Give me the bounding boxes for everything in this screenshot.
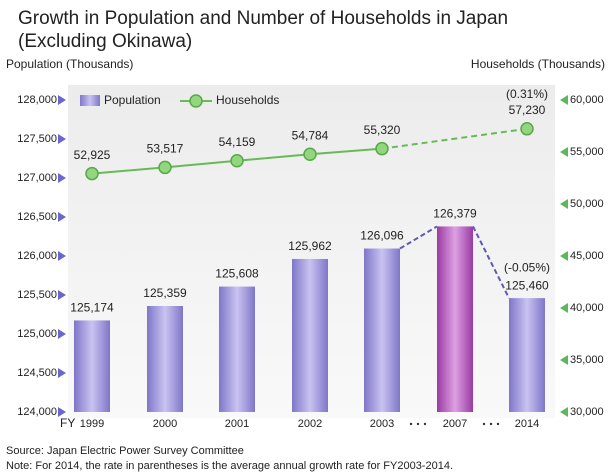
y-tick-label: 125,000 [17,328,57,340]
y-tick-label: 126,500 [17,211,57,223]
y2-tick [560,355,568,365]
line-gap-connector [381,127,528,150]
x-tick-label: 2007 [443,418,467,430]
y-tick [58,290,66,300]
y-tick-label: 128,000 [17,94,57,106]
bar [437,226,473,412]
bar [292,258,328,412]
x-tick-label: 1999 [80,418,104,430]
bar-value-label: 126,379 [433,207,477,221]
chart-subtitle: (Excluding Okinawa) [18,31,192,52]
y2-tick [560,407,568,417]
y2-tick-label: 60,000 [570,94,604,106]
y2-tick-label: 55,000 [570,146,604,158]
y-tick [58,329,66,339]
x-tick-label: 2014 [515,418,539,430]
y-tick-label: 127,500 [17,133,57,145]
y2-tick [560,95,568,105]
y-tick [58,368,66,378]
bar [74,320,110,412]
bar [219,286,255,412]
y-tick [58,95,66,105]
y-tick [58,134,66,144]
line-value-label: 52,925 [74,148,111,162]
y2-tick [560,251,568,261]
line-marker [303,147,317,161]
line-marker [375,141,389,156]
source: Source: Japan Electric Power Survey Comm… [6,445,244,457]
bar-connector [399,225,438,250]
line-marker [520,122,534,136]
line-value-label: 55,320 [364,123,401,137]
bar [364,248,400,412]
bar-value-label: 125,359 [143,286,187,300]
line-value-label: 57,230 [509,103,546,117]
bar [509,298,545,412]
x-tick-label: 2002 [298,418,322,430]
ellipsis [409,422,500,426]
bar-value-label: 125,460 [505,278,549,292]
y2-tick-label: 50,000 [570,198,604,210]
y2-axis-label: Households (Thousands) [471,57,605,71]
x-axis-label: FY [60,416,75,430]
y2-tick [560,147,568,157]
y2-tick-label: 40,000 [570,302,604,314]
chart-title: Growth in Population and Number of House… [18,8,508,29]
y2-tick-label: 35,000 [570,354,604,366]
bar-value-label: 125,608 [215,267,259,281]
x-tick-label: 2001 [225,418,249,430]
x-tick-label: 2000 [153,418,177,430]
legend-label: Population [104,93,161,107]
bar-connector [472,225,510,299]
legend-swatch [189,94,203,108]
y2-tick-label: 30,000 [570,406,604,418]
bar-value-label: 125,174 [70,301,114,315]
legend-swatch [80,95,100,106]
y2-tick [560,303,568,313]
y-tick [58,173,66,183]
legend-label: Households [216,93,279,107]
y2-tick-label: 45,000 [570,250,604,262]
y-tick-label: 126,000 [17,250,57,262]
note: Note: For 2014, the rate in parentheses … [6,460,453,472]
x-tick-label: 2003 [370,418,394,430]
y-tick [58,212,66,222]
bar-value-label: 125,962 [288,239,332,253]
y-tick [58,407,66,417]
line-value-label: 54,784 [292,128,329,142]
y-tick-label: 127,000 [17,172,57,184]
bar [147,305,183,412]
line-marker [158,160,172,175]
line-value-label: 54,159 [219,135,256,149]
line-marker [230,153,244,168]
line-value-label: 53,517 [147,142,184,156]
y2-tick [560,199,568,209]
y-tick-label: 124,000 [17,406,57,418]
y-tick-label: 124,500 [17,367,57,379]
annotation: (-0.05%) [504,260,550,274]
y-tick [58,251,66,261]
bar-value-label: 126,096 [360,229,404,243]
y-axis-label: Population (Thousands) [6,57,133,71]
annotation: (0.31%) [506,87,548,101]
line-marker [85,166,99,181]
y-tick-label: 125,500 [17,289,57,301]
